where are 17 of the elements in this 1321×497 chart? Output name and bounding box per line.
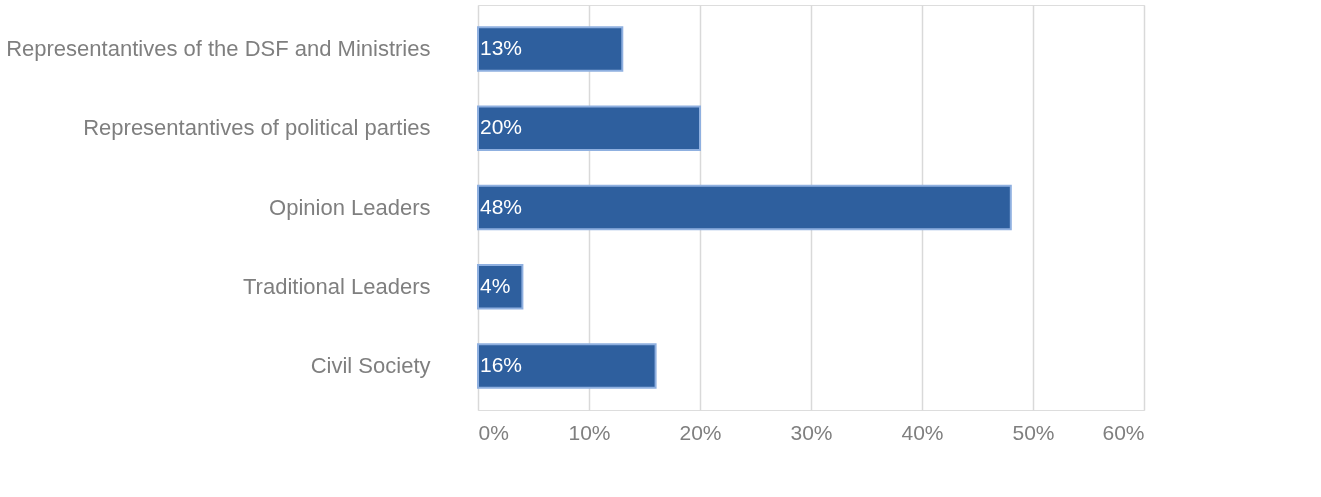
x-tick-label: 60% [1102, 420, 1145, 444]
data-label: 20% [480, 115, 523, 139]
data-label: 16% [480, 353, 523, 377]
y-tick-label: Opinion Leaders [269, 194, 431, 220]
x-tick-label: 50% [1012, 420, 1055, 444]
x-tick-label: 40% [901, 420, 944, 444]
y-tick-label: Representantives of political parties [83, 115, 431, 141]
data-label: 4% [480, 273, 511, 297]
x-tick-label: 0% [478, 420, 509, 444]
y-tick-label: Civil Society [310, 353, 431, 379]
x-tick-label: 30% [790, 420, 833, 444]
x-tick-label: 10% [568, 420, 611, 444]
x-tick-label: 20% [679, 420, 722, 444]
data-label: 48% [480, 194, 523, 218]
data-label: 13% [480, 35, 523, 59]
y-tick-label: Traditional Leaders [242, 273, 431, 299]
y-tick-label: Representantives of the DSF and Ministries [6, 35, 431, 61]
